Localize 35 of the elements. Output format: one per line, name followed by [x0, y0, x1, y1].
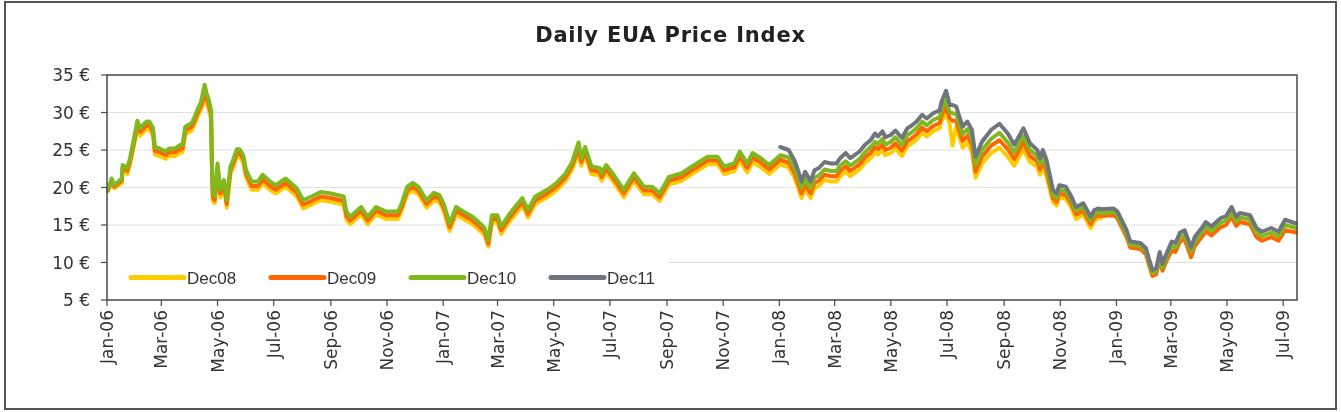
x-tick-label: Jul-07 [599, 310, 620, 360]
x-tick-label: Jan-08 [769, 310, 790, 365]
x-tick-label: Nov-06 [377, 310, 397, 371]
x-tick-label: Jul-06 [263, 310, 284, 360]
x-tick-label: May-08 [880, 310, 901, 373]
x-tick-label: Nov-07 [713, 310, 734, 371]
x-tick-label: Sep-06 [320, 310, 341, 370]
x-tick-label: May-09 [1217, 310, 1237, 373]
legend-label: Dec11 [607, 268, 655, 287]
x-tick-label: Mar-08 [824, 310, 845, 369]
line-series [778, 88, 1299, 272]
legend-label: Dec08 [187, 268, 237, 287]
x-tick-label: Jul-08 [937, 310, 957, 360]
legend-label: Dec10 [467, 268, 517, 287]
y-tick-label: 10 € [52, 252, 90, 273]
y-tick-label: 25 € [52, 140, 90, 160]
x-tick-label: Jan-09 [1106, 310, 1127, 365]
y-tick-label: 30 € [52, 102, 90, 123]
x-tick-label: Jan-07 [433, 310, 454, 365]
y-tick-label: 5 € [62, 290, 90, 310]
x-tick-label: Nov-08 [1050, 310, 1071, 371]
x-tick-label: Jul-09 [1273, 310, 1294, 360]
x-tick-label: Sep-07 [657, 310, 677, 370]
y-tick-label: 20 € [52, 177, 90, 198]
x-tick-label: Mar-06 [151, 310, 172, 369]
x-tick-label: Jan-06 [97, 310, 117, 365]
y-tick-label: 15 € [52, 215, 90, 235]
x-tick-label: Mar-07 [487, 310, 508, 369]
chart-title: Daily EUA Price Index [535, 23, 806, 47]
x-tick-label: Mar-09 [1160, 310, 1181, 369]
x-tick-label: May-07 [543, 310, 564, 373]
legend-label: Dec09 [327, 268, 377, 287]
x-tick-label: May-06 [207, 310, 228, 373]
x-tick-label: Sep-08 [994, 310, 1015, 370]
y-tick-label: 35 € [52, 65, 90, 85]
